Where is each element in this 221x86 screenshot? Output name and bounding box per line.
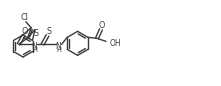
Text: H: H bbox=[56, 47, 61, 53]
Text: O: O bbox=[21, 27, 28, 36]
Text: Cl: Cl bbox=[21, 13, 29, 22]
Text: S: S bbox=[33, 29, 38, 38]
Text: N: N bbox=[56, 42, 61, 51]
Text: N: N bbox=[32, 42, 38, 51]
Text: S: S bbox=[46, 27, 51, 36]
Text: OH: OH bbox=[110, 39, 122, 48]
Text: O: O bbox=[99, 21, 105, 30]
Text: H: H bbox=[32, 47, 37, 53]
